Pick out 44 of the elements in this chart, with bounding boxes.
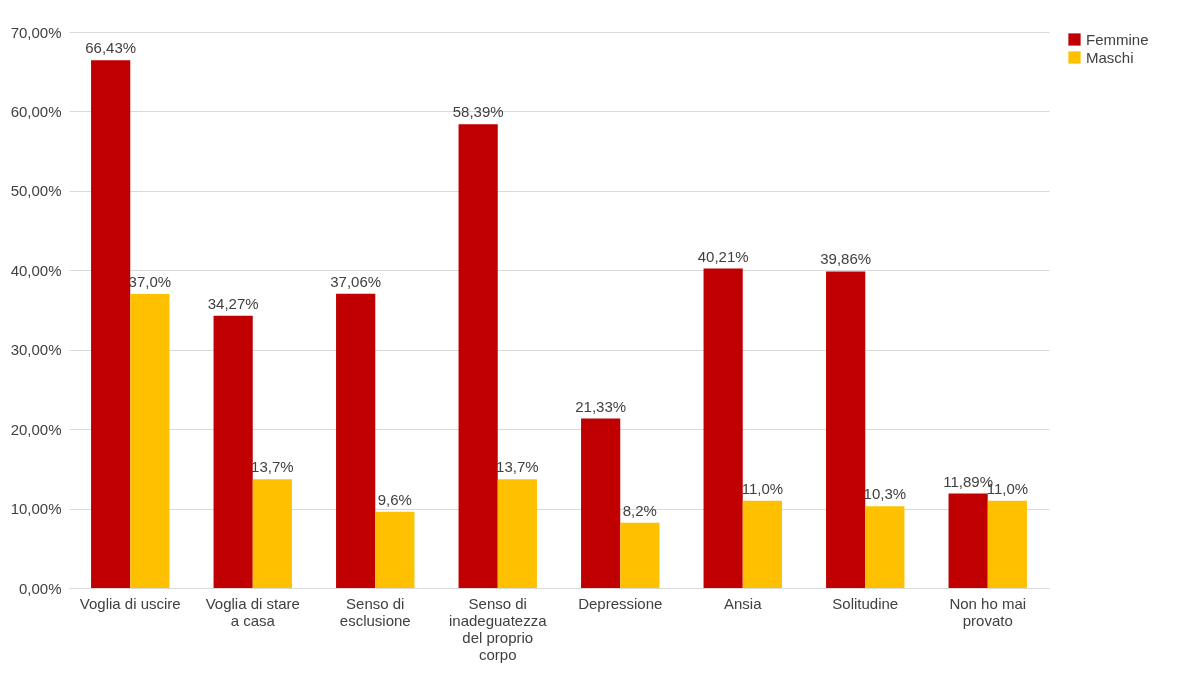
bar	[742, 500, 782, 588]
data-label: 21,33%	[575, 397, 627, 415]
x-tick-label: Senso di esclusione	[339, 594, 411, 629]
legend-label: Femmine	[1086, 30, 1149, 48]
bar	[336, 293, 376, 588]
y-tick-label: 40,00%	[10, 261, 62, 279]
bar	[987, 500, 1027, 588]
bar	[948, 493, 988, 588]
data-label: 34,27%	[207, 294, 259, 312]
bar	[375, 511, 415, 588]
legend-label: Maschi	[1086, 48, 1134, 66]
y-tick-label: 60,00%	[10, 102, 62, 120]
data-label: 9,6%	[377, 490, 412, 508]
x-tick-label: Depressione	[578, 594, 663, 612]
bar	[497, 479, 537, 588]
bar	[252, 479, 292, 588]
bar	[620, 522, 660, 588]
data-label: 11,0%	[741, 479, 784, 497]
bar	[581, 418, 621, 588]
bar	[826, 271, 866, 588]
bar	[91, 60, 131, 588]
data-label: 37,06%	[330, 272, 382, 290]
x-tick-label: Voglia di uscire	[79, 594, 181, 612]
data-label: 40,21%	[697, 247, 749, 265]
y-tick-label: 50,00%	[10, 182, 62, 200]
bar	[703, 268, 743, 588]
bar	[865, 506, 905, 588]
data-label: 39,86%	[820, 250, 872, 268]
x-tick-label: Senso di inadeguatezza del proprio corpo	[448, 594, 548, 663]
y-tick-label: 10,00%	[10, 500, 62, 518]
x-tick-label: Voglia di stare a casa	[205, 594, 300, 629]
y-tick-label: 70,00%	[10, 23, 62, 41]
y-tick-label: 0,00%	[18, 579, 62, 597]
bar	[213, 315, 253, 588]
data-label: 58,39%	[452, 103, 504, 121]
data-label: 66,43%	[85, 39, 137, 57]
y-tick-label: 30,00%	[10, 341, 62, 359]
y-tick-label: 20,00%	[10, 420, 62, 438]
x-tick-label: Ansia	[723, 594, 763, 612]
bar	[130, 294, 170, 588]
data-label: 8,2%	[622, 501, 657, 519]
bar	[458, 124, 498, 588]
x-tick-label: Solitudine	[832, 594, 899, 612]
x-tick-label: Non ho mai provato	[949, 594, 1027, 629]
